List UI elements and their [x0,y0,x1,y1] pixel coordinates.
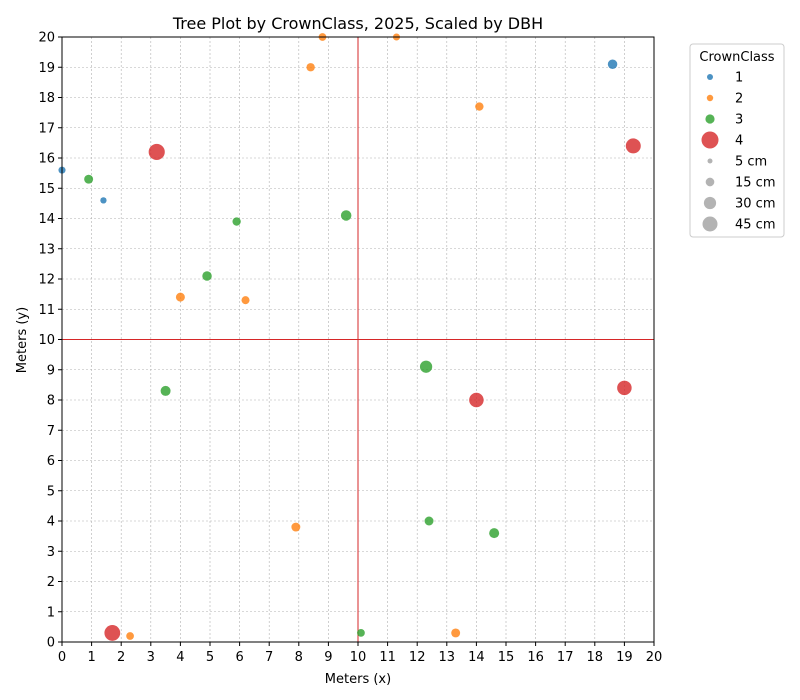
tree-point-class-1 [100,197,107,204]
x-tick-label: 20 [646,650,663,665]
legend-class-marker [701,131,719,149]
y-tick-label: 8 [47,394,55,409]
x-tick-label: 19 [616,650,633,665]
tree-point-class-4 [469,392,484,408]
y-axis-label: Meters (y) [15,307,30,373]
y-tick-label: 19 [38,61,55,76]
tree-point-class-2 [291,522,301,532]
x-tick-label: 1 [87,650,95,665]
x-axis-ticks: 0 1 2 3 4 5 6 7 8 9 10 11 12 13 14 15 16 17 18 19 20 [58,642,662,665]
tree-point-class-3 [202,271,212,281]
x-tick-label: 4 [176,650,184,665]
y-tick-label: 9 [47,363,55,378]
x-tick-label: 16 [527,650,544,665]
y-tick-label: 16 [38,152,55,167]
y-tick-label: 6 [47,454,55,469]
x-tick-label: 5 [206,650,214,665]
tree-point-class-2 [451,628,461,638]
legend-size-marker [707,158,713,164]
legend-size-label: 30 cm [735,197,776,212]
x-tick-label: 17 [557,650,574,665]
y-tick-label: 0 [47,636,55,651]
x-tick-label: 7 [265,650,273,665]
legend-class-marker [705,114,715,124]
legend-size-label: 15 cm [735,176,776,191]
legend-box [689,43,785,238]
legend-class-marker [707,74,713,80]
y-tick-label: 15 [38,182,55,197]
legend-size-marker [702,216,718,232]
legend-size-label: 5 cm [735,155,767,170]
x-tick-label: 15 [498,650,515,665]
y-tick-label: 10 [38,333,55,348]
y-tick-label: 17 [38,121,55,136]
chart-title: Tree Plot by CrownClass, 2025, Scaled by… [172,14,543,33]
data-points [58,33,641,641]
x-tick-label: 13 [439,650,456,665]
y-tick-label: 1 [47,605,55,620]
tree-point-class-4 [617,380,632,396]
x-tick-label: 6 [235,650,243,665]
legend-class-marker [706,94,714,102]
x-tick-label: 11 [379,650,396,665]
x-tick-label: 18 [587,650,604,665]
y-tick-label: 18 [38,91,55,106]
y-tick-label: 11 [38,303,55,318]
y-tick-label: 12 [38,273,55,288]
legend-class-label: 1 [735,71,743,86]
y-tick-label: 5 [47,484,55,499]
x-tick-label: 0 [58,650,66,665]
x-tick-label: 3 [147,650,155,665]
y-tick-label: 7 [47,424,55,439]
tree-point-class-2 [126,632,134,640]
legend-size-marker [703,196,717,210]
tree-point-class-3 [419,360,433,373]
legend-size-label: 45 cm [735,218,776,233]
tree-point-class-2 [241,296,250,305]
tree-point-class-4 [104,625,121,641]
x-axis-label: Meters (x) [325,672,391,687]
legend-class-label: 3 [735,113,743,128]
legend-title: CrownClass [699,50,774,65]
tree-point-class-3 [232,217,241,226]
tree-point-class-2 [175,292,185,302]
tree-point-class-2 [475,102,484,111]
x-tick-label: 14 [468,650,485,665]
y-tick-label: 20 [38,31,55,46]
tree-point-class-4 [625,138,641,154]
x-tick-label: 10 [350,650,367,665]
tree-point-class-2 [306,63,315,72]
tree-point-class-3 [160,385,171,396]
y-tick-label: 4 [47,515,55,530]
legend-class-label: 4 [735,134,743,149]
tree-point-class-3 [340,210,352,221]
x-tick-label: 2 [117,650,125,665]
tree-point-class-3 [84,174,94,184]
y-tick-label: 3 [47,545,55,560]
tree-point-class-3 [357,629,365,637]
tree-point-class-4 [148,143,165,161]
x-tick-label: 12 [409,650,426,665]
tree-point-class-3 [489,528,500,539]
tree-point-class-1 [607,59,618,69]
tree-point-class-3 [424,516,434,526]
y-tick-label: 13 [38,242,55,257]
reference-lines [62,37,654,642]
y-tick-label: 14 [38,212,55,227]
x-tick-label: 9 [324,650,332,665]
legend-class-label: 2 [735,92,743,107]
x-tick-label: 8 [295,650,303,665]
y-tick-label: 2 [47,575,55,590]
legend-size-marker [705,177,715,187]
